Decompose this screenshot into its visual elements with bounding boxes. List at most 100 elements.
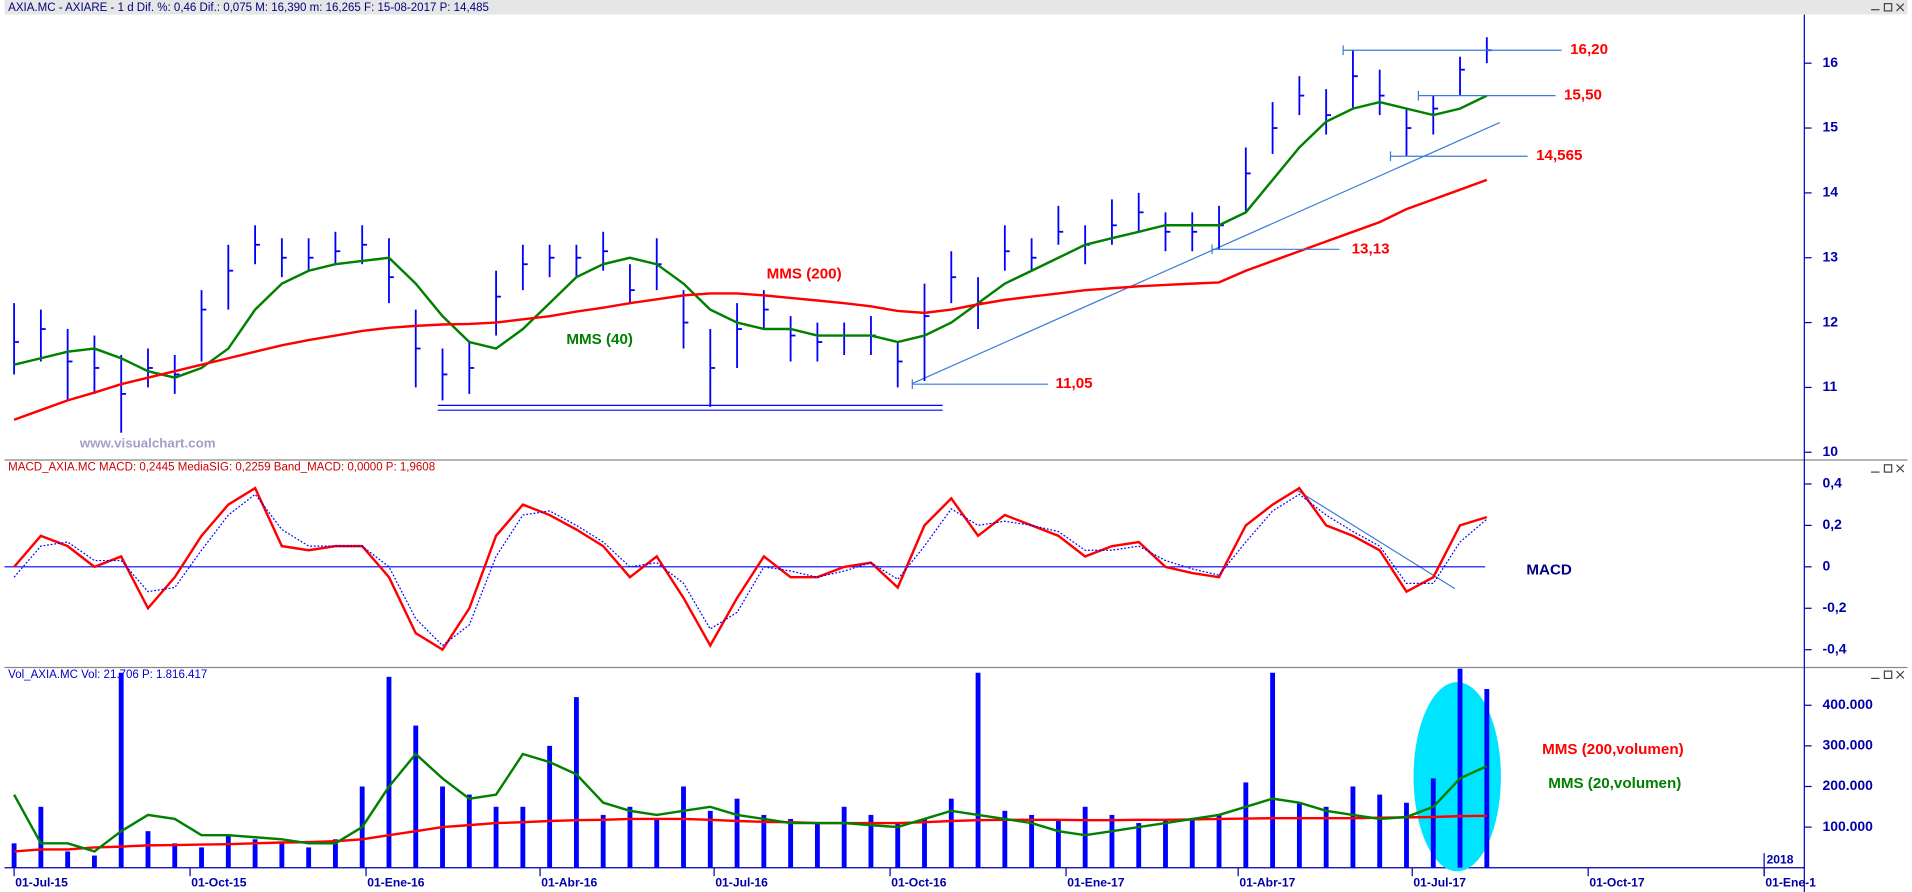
volume-bar	[1055, 818, 1061, 868]
y-tick-label: 200.000	[1823, 777, 1874, 793]
volume-bar	[1350, 786, 1356, 868]
volume-bar	[38, 806, 44, 868]
y-tick-label: 12	[1823, 313, 1839, 329]
macd-header: MACD_AXIA.MC MACD: 0,2445 MediaSIG: 0,22…	[8, 461, 435, 473]
x-tick-label: 01-Jul-17	[1413, 876, 1466, 890]
series-line	[14, 814, 1487, 853]
y-tick-label: 15	[1823, 119, 1839, 135]
volume-bar	[547, 745, 553, 868]
volume-bar	[520, 806, 526, 868]
level-label: 13,13	[1352, 240, 1390, 257]
close-button[interactable]	[1896, 670, 1905, 679]
level-label: 11,05	[1056, 375, 1093, 392]
volume-bar	[681, 786, 686, 868]
volume-bar	[1430, 778, 1436, 868]
x-tick-label: 01-Ene-17	[1067, 876, 1125, 890]
series-line	[13, 486, 1488, 652]
x-tick-label: 01-Oct-17	[1589, 876, 1645, 890]
volume-bar	[600, 814, 606, 868]
volume-bar	[922, 818, 927, 868]
volume-bar	[707, 810, 713, 868]
y-tick-label: 14	[1823, 184, 1839, 200]
volume-bar	[306, 847, 312, 868]
series-label: MMS (200,volumen)	[1542, 741, 1683, 758]
volume-bar	[1270, 672, 1276, 868]
x-tick-label: 01-Jul-15	[15, 876, 68, 890]
volume-bar	[332, 839, 338, 868]
background	[4, 0, 1908, 892]
volume-bar	[1163, 818, 1168, 868]
macd-label: MACD	[1526, 561, 1572, 578]
volume-bar	[1404, 802, 1409, 868]
level-label: 14,565	[1536, 147, 1582, 164]
volume-bar	[654, 818, 660, 868]
series-line	[13, 752, 1488, 853]
watermark: www.visualchart.com	[79, 436, 216, 451]
series-line	[13, 493, 1488, 647]
maximize-button[interactable]	[1883, 464, 1893, 473]
x-tick-label: 01-Jul-16	[715, 876, 768, 890]
volume-bar	[145, 831, 151, 868]
volume-bar	[91, 855, 97, 868]
volume-bar	[1323, 806, 1329, 868]
macd-trend-line	[1296, 489, 1456, 590]
volume-bar	[895, 823, 901, 868]
price-header: AXIA.MC - AXIARE - 1 d Dif. %: 0,46 Dif.…	[8, 2, 489, 14]
volume-bar	[386, 676, 392, 868]
maximize-button[interactable]	[1883, 3, 1893, 12]
x-tick-label: 01-Oct-15	[191, 876, 247, 890]
x-tick-label: 01-Oct-16	[891, 876, 947, 890]
volume-bar	[1082, 806, 1088, 868]
x-tick-label: 01-Abr-16	[541, 876, 597, 890]
volume-bar	[1457, 668, 1463, 868]
volume-bar	[1029, 814, 1035, 868]
volume-bar	[868, 814, 874, 868]
close-button[interactable]	[1896, 3, 1905, 12]
volume-bar	[948, 798, 954, 868]
volume-bar	[1109, 814, 1115, 868]
volume-bar	[11, 843, 17, 868]
window-buttons[interactable]	[1871, 3, 1905, 680]
y-tick-label: 0	[1823, 558, 1831, 574]
trend-line	[912, 122, 1500, 385]
y-tick-label: -0,2	[1823, 599, 1847, 615]
y-tick-label: 0,2	[1823, 516, 1843, 532]
y-tick-label: -0,4	[1823, 640, 1847, 656]
volume-bar	[1243, 782, 1249, 868]
level-label: 15,50	[1564, 87, 1602, 104]
y-tick-label: 16	[1823, 54, 1839, 70]
y-tick-label: 300.000	[1823, 737, 1874, 753]
y-tick-label: 13	[1823, 248, 1839, 264]
volume-bar	[573, 697, 579, 868]
y-tick-label: 10	[1823, 443, 1839, 459]
maximize-button[interactable]	[1883, 670, 1893, 680]
volume-bar	[466, 794, 472, 868]
close-button[interactable]	[1896, 464, 1905, 473]
volume-bar	[225, 835, 231, 868]
volume-bar	[975, 672, 981, 868]
x-tick-label: 01-Ene-16	[367, 876, 425, 890]
volume-bar	[252, 839, 258, 868]
x-tick-label: 01-Ene-1	[1765, 876, 1816, 890]
series-line	[13, 178, 1488, 421]
volume-bar	[118, 672, 124, 868]
volume-bar	[1484, 689, 1490, 868]
series-label: MMS (40)	[566, 331, 633, 348]
y-tick-label: 400.000	[1823, 696, 1874, 712]
volume-header: Vol_AXIA.MC Vol: 21.706 P: 1.816.417	[8, 669, 207, 681]
volume-bar	[1136, 823, 1142, 868]
volume-bar	[1189, 818, 1195, 868]
y-tick-label: 11	[1823, 378, 1838, 394]
volume-bar	[1296, 802, 1302, 868]
series-line	[13, 94, 1488, 379]
volume-bar	[841, 806, 847, 868]
year-label: 2018	[1767, 853, 1794, 867]
level-label: 16,20	[1570, 41, 1608, 58]
volume-bar	[199, 847, 204, 868]
series-label: MMS (200)	[767, 265, 842, 282]
series-label: MMS (20,volumen)	[1548, 775, 1681, 792]
volume-bar	[172, 843, 178, 868]
volume-bar	[627, 806, 633, 868]
x-tick-label: 01-Abr-17	[1239, 876, 1295, 890]
volume-bar	[493, 806, 499, 868]
